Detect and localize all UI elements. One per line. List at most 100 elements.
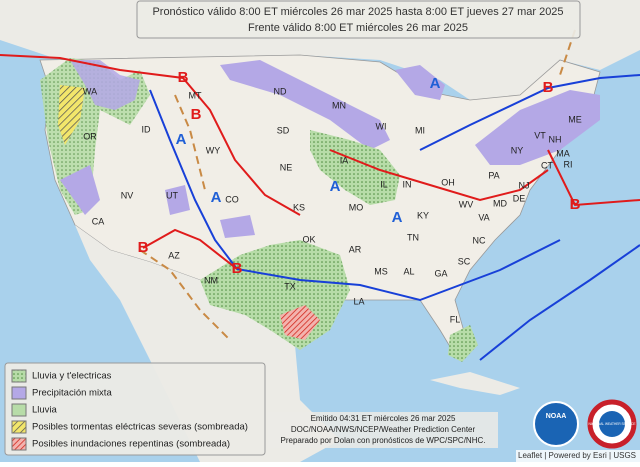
- legend-swatch: [11, 437, 27, 451]
- trough: [139, 249, 231, 341]
- rain-thunder-area: [448, 325, 478, 362]
- state-label: KY: [417, 210, 429, 220]
- cold-front: [479, 244, 640, 361]
- fronts: [0, 29, 640, 361]
- state-label: KS: [293, 202, 305, 212]
- cold-front: [149, 89, 561, 302]
- legend-label: Posibles inundaciones repentinas (sombre…: [32, 439, 230, 450]
- nws-logo-inner: [599, 411, 625, 437]
- footer-text: Preparado por Dolan con pronósticos de W…: [281, 436, 486, 445]
- pressure-center: B: [232, 260, 243, 277]
- mixed-area: [70, 60, 140, 110]
- state-label: ID: [142, 124, 152, 134]
- mexico: [75, 225, 340, 462]
- flood-area: [280, 305, 320, 340]
- state-label: WV: [459, 199, 474, 209]
- state-label: ND: [274, 86, 287, 96]
- state-label: CT: [541, 160, 553, 170]
- state-label: RI: [564, 159, 573, 169]
- state-label: VT: [534, 130, 546, 140]
- mixed-area: [165, 185, 190, 215]
- state-label: NC: [473, 235, 486, 245]
- state-label: MN: [332, 100, 346, 110]
- state-label: IL: [380, 179, 388, 189]
- state-label: OH: [441, 177, 455, 187]
- state-label: WI: [376, 121, 387, 131]
- pressure-center: B: [543, 79, 554, 96]
- mixed-area: [475, 90, 600, 165]
- state-label: IA: [340, 155, 349, 165]
- state-label: IN: [403, 179, 412, 189]
- state-label: PA: [488, 170, 499, 180]
- state-label: SD: [277, 125, 290, 135]
- legend-swatch: [11, 420, 27, 434]
- state-label: NH: [549, 134, 562, 144]
- severe-thunder-area: [58, 85, 85, 145]
- state-label: MT: [189, 90, 202, 100]
- state-label: AL: [403, 266, 414, 276]
- state-label: MA: [556, 148, 570, 158]
- nws-logo-text: NATIONAL WEATHER SERVICE: [589, 422, 636, 426]
- state-label: WY: [206, 145, 221, 155]
- cuba: [430, 372, 520, 395]
- header-line: Frente válido 8:00 ET miércoles 26 mar 2…: [248, 22, 468, 34]
- state-label: VA: [478, 212, 489, 222]
- state-label: DE: [513, 193, 526, 203]
- attribution[interactable]: Leaflet | Powered by Esri | USGS: [518, 451, 636, 460]
- legend-label: Posibles tormentas eléctricas severas (s…: [32, 422, 248, 433]
- legend-swatch: [11, 403, 27, 417]
- state-label: CA: [92, 216, 105, 226]
- state-label: LA: [353, 296, 364, 306]
- state-label: MD: [493, 198, 507, 208]
- header-box: [136, 0, 581, 39]
- pressure-center: A: [211, 189, 222, 206]
- legend-label: Lluvia y t'electricas: [32, 371, 112, 382]
- state-label: MO: [349, 202, 364, 212]
- map-labels: WA OR CA NV ID MT WY UT AZ CO NM ND SD NE KS OK TX MN IA MO…: [83, 69, 582, 324]
- pressure-center: B: [138, 239, 149, 256]
- state-label: GA: [434, 268, 447, 278]
- state-label: MI: [415, 125, 425, 135]
- state-label: NE: [280, 162, 293, 172]
- state-label: NJ: [519, 180, 530, 190]
- pressure-center: A: [430, 75, 441, 92]
- rain-thunder-area: [310, 130, 400, 205]
- warm-front: [142, 228, 238, 270]
- legend-label: Precipitación mixta: [32, 388, 112, 399]
- state-label: WA: [83, 86, 97, 96]
- warm-front: [547, 149, 640, 207]
- footer-box: [268, 412, 498, 448]
- pressure-center: B: [178, 69, 189, 86]
- footer-text: DOC/NOAA/NWS/NCEP/Weather Prediction Cen…: [291, 425, 476, 434]
- noaa-logo: [533, 401, 579, 447]
- state-label: OR: [83, 131, 97, 141]
- footer-text: Emitido 04:31 ET miércoles 26 mar 2025: [311, 414, 456, 423]
- warm-front: [329, 149, 549, 202]
- state-label: OK: [302, 234, 315, 244]
- state-label: NM: [204, 275, 218, 285]
- state-label: AR: [349, 244, 362, 254]
- state-label: TX: [284, 281, 296, 291]
- mixed-area: [220, 60, 390, 150]
- state-label: MS: [374, 266, 388, 276]
- precip-areas: [40, 58, 600, 362]
- state-label: SC: [458, 256, 471, 266]
- pressure-center: B: [570, 196, 581, 213]
- legend-swatch: [11, 386, 27, 400]
- pressure-center: B: [191, 106, 202, 123]
- header-line: Pronóstico válido 8:00 ET miércoles 26 m…: [152, 6, 563, 18]
- attribution-box: [516, 450, 640, 462]
- legend-label: Lluvia: [32, 405, 58, 416]
- state-label: UT: [166, 190, 178, 200]
- pressure-center: A: [392, 209, 403, 226]
- legend: Lluvia y t'electricas Precipitación mixta…: [11, 369, 248, 451]
- state-label: NV: [121, 190, 134, 200]
- state-label: ME: [568, 114, 582, 124]
- mixed-area: [60, 165, 100, 215]
- legend-box: [4, 362, 266, 456]
- state-label: AZ: [168, 250, 180, 260]
- warm-front: [0, 54, 301, 216]
- state-label: TN: [407, 232, 419, 242]
- pressure-center: A: [330, 178, 341, 195]
